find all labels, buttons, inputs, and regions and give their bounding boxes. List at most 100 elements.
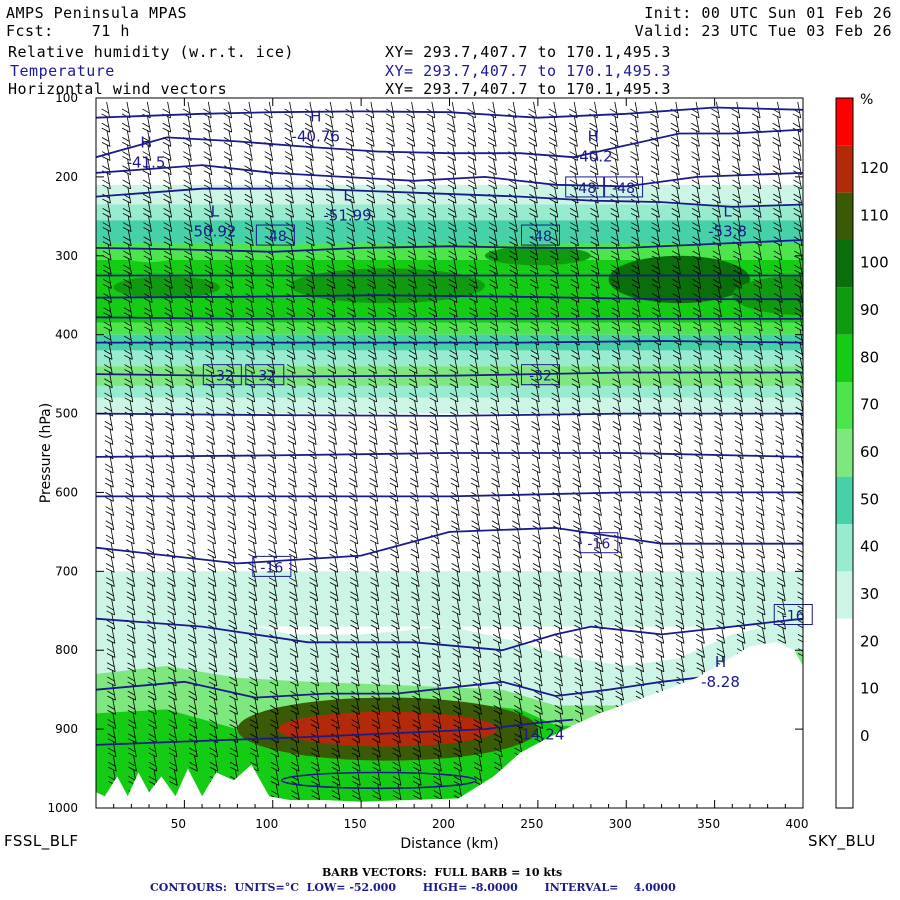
wind-barb [670,130,680,147]
wind-barb [206,414,215,431]
wind-barb [508,116,517,133]
wind-barb [411,598,420,616]
wind-barb [512,527,521,545]
wind-barb [350,598,359,616]
wind-barb [370,570,379,587]
wind-barb [229,740,239,758]
wind-barb [410,485,419,502]
wind-barb [594,669,604,687]
wind-barb [407,229,417,247]
wind-barb [674,513,684,531]
wind-barb [675,613,685,630]
wind-barb [411,584,420,602]
wind-barb [350,655,360,673]
wind-barb [650,116,659,133]
wind-barb [594,598,603,616]
wind-barb [184,258,193,275]
wind-barb [653,471,663,488]
wind-barb [349,485,358,502]
wind-barb [270,712,279,729]
wind-barb [227,485,236,502]
wind-barb [447,130,456,147]
wind-barb [513,698,523,715]
wind-barb [754,414,764,431]
wind-barb [127,712,137,729]
colorbar-level-label: 70 [860,396,879,414]
isotherm-label: -48 [612,181,635,197]
wind-barb [326,201,335,218]
isotherm-label: -16 [587,537,610,553]
wind-barb [331,755,341,772]
wind-barb [590,215,599,232]
wind-barb [370,542,379,559]
wind-barb [244,158,253,176]
wind-barb [208,655,218,673]
wind-barb [793,243,803,261]
wind-barb [367,314,377,332]
wind-barb [653,428,663,445]
extremum-kind: H [715,653,726,671]
wind-barb [775,385,784,403]
wind-barb [633,414,642,431]
wind-barb [692,243,701,261]
wind-barb [329,556,339,573]
wind-barb [574,655,584,673]
wind-barb [674,471,683,488]
wind-barb [147,655,157,673]
wind-barb [692,300,702,318]
wind-barb [793,215,803,232]
wind-barb [228,641,238,658]
wind-barb [533,655,543,673]
wind-barb [287,456,297,474]
wind-barb [388,314,397,332]
wind-barb [696,655,706,673]
wind-barb [209,698,218,715]
wind-barb [488,201,498,218]
wind-barb [711,158,721,176]
wind-barb [574,669,584,687]
wind-barb [473,755,483,772]
wind-barb [366,187,376,204]
wind-barb [166,485,175,502]
wind-barb [472,655,482,673]
wind-barb [467,101,476,119]
wind-barb [570,229,579,247]
wind-barb [426,130,436,147]
wind-barb [229,755,239,772]
wind-barb [208,684,218,701]
wind-barb [795,385,803,403]
wind-barb [571,371,581,389]
wind-barb [453,712,462,729]
wind-barb [773,243,783,261]
wind-barb [752,187,762,204]
wind-barb [331,769,341,786]
wind-barb [327,357,337,374]
wind-barb [389,485,399,502]
isotherm-line [96,128,803,159]
wind-barb [752,144,761,161]
wind-barb [467,130,477,147]
wind-barb [244,201,254,218]
isotherm-line [96,452,803,458]
wind-barb [245,229,254,247]
wind-barb [512,598,522,616]
wind-barb [452,655,462,673]
wind-barb [345,130,355,147]
isotherm-label-box [579,532,619,554]
wind-barb [775,456,785,474]
wind-barb [453,755,463,772]
y-tick-label: 400 [55,328,78,342]
wind-barb [692,215,701,232]
x-axis-title: Distance (km) [400,836,498,852]
wind-barb [614,641,624,658]
wind-barb [346,172,355,190]
wind-barb [754,385,764,403]
wind-barb [693,371,703,389]
wind-barb [772,172,782,190]
wind-barb [204,215,213,232]
wind-barb [325,101,334,119]
wind-barb [450,499,460,516]
wind-barb [388,371,398,389]
wind-barb [287,414,297,431]
wind-barb [223,130,233,147]
